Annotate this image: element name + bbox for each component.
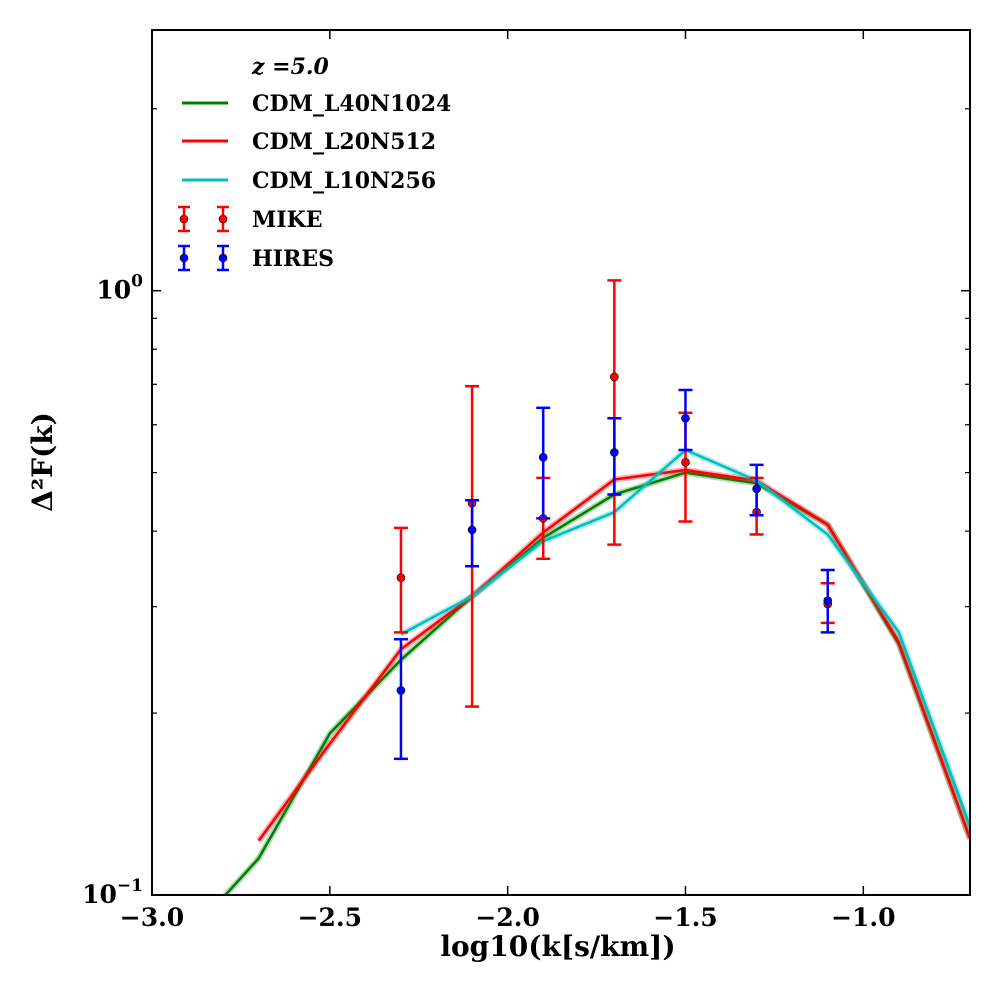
series-line-cdm-l40n1024 [223,471,970,895]
y-tick-label-exponent: −1 [117,876,143,896]
data-point-hires [752,484,761,494]
data-point-hires [823,596,833,605]
legend-marker-hires [179,253,189,263]
series-band-cdm-l40n1024 [221,469,970,895]
y-tick-label: 10−1 [82,876,143,909]
legend-label-cdm-l20n512: CDM_L20N512 [252,129,436,155]
y-tick-label-base: 10 [96,276,131,305]
y-tick-label-base: 10 [82,880,117,909]
x-tick-label: −3.0 [120,903,184,932]
legend-marker-mike [218,214,228,224]
x-tick-label: −1.5 [653,903,717,932]
x-axis-label: log10(k[s/km]) [440,930,675,963]
data-layer [221,279,970,895]
y-tick-label-exponent: 0 [131,272,143,292]
data-point-hires [467,525,477,535]
legend-label-cdm-l10n256: CDM_L10N256 [252,168,436,194]
legend-label-mike: MIKE [252,207,323,233]
data-point-mike [681,458,690,467]
legend: z =5.0 CDM_L40N1024 CDM_L20N512 CDM_L10N256… [178,54,451,272]
plot-frame [151,29,971,896]
x-tick-label: −2.5 [298,903,362,932]
legend-label-hires: HIRES [252,246,334,272]
y-tick-label: 100 [96,272,143,305]
legend-marker-hires [218,253,228,263]
data-point-hires [681,413,690,423]
data-point-mike [610,372,619,382]
y-axis-label: Δ²F(k) [26,412,59,512]
data-point-hires [538,453,548,462]
data-point-hires [396,686,406,695]
data-point-mike [396,573,406,583]
data-point-hires [610,448,619,457]
errorbar-series-hires [393,388,835,761]
legend-title: z =5.0 [251,54,330,80]
legend-marker-mike [179,214,189,224]
x-tick-label: −2.0 [475,903,539,932]
x-tick-label: −1.0 [831,903,895,932]
legend-label-cdm-l40n1024: CDM_L40N1024 [252,91,451,117]
